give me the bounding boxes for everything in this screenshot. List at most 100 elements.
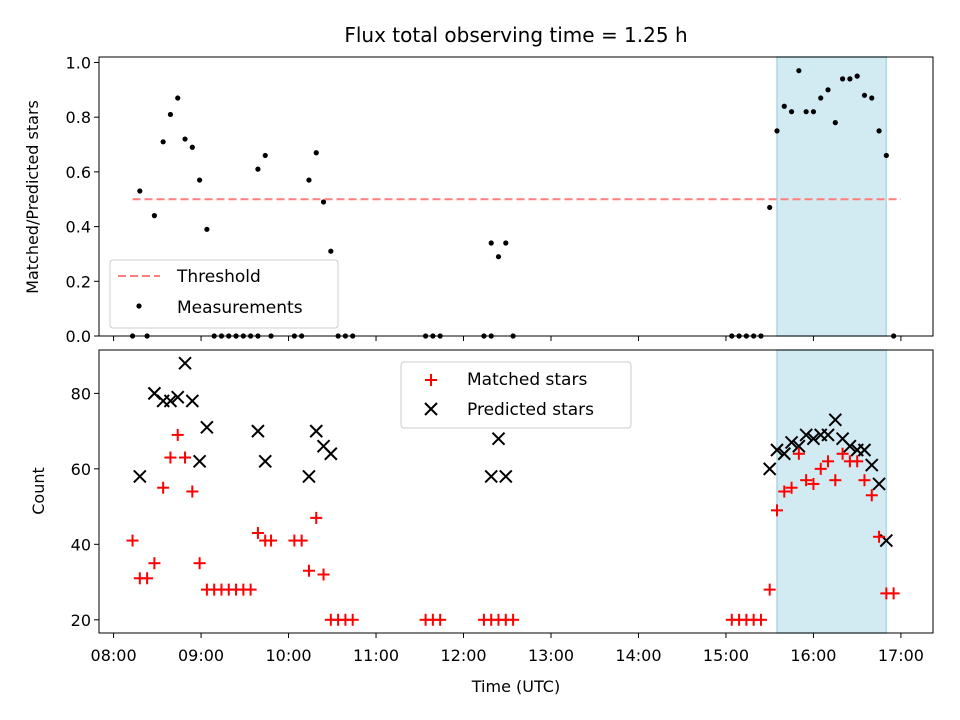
matched-star-point: [295, 534, 308, 547]
top-legend-box: [109, 259, 339, 329]
measurement-point: [151, 213, 158, 219]
measurement-point: [160, 139, 166, 145]
predicted-star-point: [484, 469, 498, 484]
matched-star-point: [251, 527, 264, 540]
measurement-point: [313, 150, 319, 156]
predicted-star-point: [499, 469, 513, 484]
x-axis-label: Time (UTC): [471, 677, 560, 696]
measurement-point: [788, 109, 795, 115]
predicted-legend-swatch: [424, 402, 438, 416]
bottom-y-tick-label: 60: [71, 460, 91, 479]
predicted-star-point: [258, 454, 272, 469]
measurement-point: [876, 128, 882, 134]
predicted-star-point: [784, 435, 799, 450]
measurement-point: [810, 109, 817, 115]
matched-star-point: [785, 481, 798, 494]
measurement-point: [262, 152, 268, 159]
top-y-tick-label: 1.0: [66, 53, 91, 72]
predicted-star-point: [491, 431, 506, 446]
matched-star-point: [193, 557, 206, 570]
predicted-star-point: [792, 439, 806, 453]
top-plot-frame: [98, 56, 934, 337]
predicted-star-point: [309, 424, 323, 438]
matched-star-point: [171, 428, 184, 441]
matched-star-point: [265, 534, 278, 547]
matched-star-point: [186, 485, 199, 498]
matched-star-point: [851, 455, 864, 468]
measurements-legend-swatch: [136, 303, 142, 309]
matched-star-point: [814, 462, 827, 475]
matched-star-point: [822, 455, 835, 468]
predicted-star-point: [251, 424, 265, 438]
bottom-x-tick-label: 14:00: [615, 646, 661, 665]
predicted-star-point: [163, 394, 178, 408]
predicted-star-point: [302, 469, 316, 484]
predicted-star-point: [799, 428, 813, 442]
matched-star-point: [157, 481, 170, 494]
measurement-point: [767, 204, 773, 211]
predicted-star-point: [192, 454, 207, 469]
measurement-point: [488, 240, 494, 246]
measurement-point: [854, 73, 860, 79]
matched-star-point: [141, 572, 154, 585]
matched-star-point: [434, 613, 447, 626]
top-highlight-span: [776, 56, 888, 337]
matched-star-point: [829, 474, 842, 487]
measurement-point: [255, 166, 261, 172]
bottom-x-tick-label: 12:00: [440, 646, 486, 665]
matched-star-point: [763, 583, 776, 596]
measurement-point: [825, 87, 831, 93]
measurement-point: [182, 136, 188, 142]
measurement-point: [861, 92, 868, 98]
bottom-x-tick-label: 11:00: [353, 646, 399, 665]
predicted-star-point: [806, 431, 821, 446]
predicted-star-point: [171, 390, 185, 404]
bottom-plot-frame: [98, 349, 934, 634]
measurement-point: [818, 95, 824, 101]
matched-star-point: [858, 474, 871, 487]
measurement-point: [175, 95, 181, 101]
matched-star-point: [836, 447, 849, 460]
predicted-star-point: [872, 477, 886, 491]
bottom-x-tick-label: 16:00: [790, 646, 836, 665]
bottom-highlight-span: [776, 349, 888, 634]
bottom-y-tick-label: 80: [71, 384, 91, 403]
measurement-point: [189, 144, 195, 150]
matched-star-point: [179, 451, 192, 464]
bottom-x-tick-label: 17:00: [878, 646, 924, 665]
predicted-star-point: [828, 413, 843, 427]
matched-star-point: [754, 613, 767, 626]
predicted-star-point: [762, 462, 777, 476]
bottom-x-tick-label: 15:00: [703, 646, 749, 665]
matched-star-point: [302, 564, 315, 577]
top-y-tick-label: 0.6: [66, 163, 91, 182]
matched-star-point: [507, 613, 520, 626]
measurement-point: [847, 76, 853, 82]
measurement-point: [306, 177, 312, 183]
matched-star-point: [865, 489, 878, 502]
matched-star-point: [778, 485, 791, 498]
measurement-point: [840, 76, 846, 82]
matched-star-point: [164, 451, 177, 464]
measurement-point: [328, 248, 334, 254]
bottom-y-tick-label: 40: [71, 535, 91, 554]
measurement-point: [197, 177, 203, 183]
matched-star-point: [317, 568, 330, 581]
matched-star-point: [887, 587, 900, 600]
matched-star-point: [873, 530, 886, 543]
top-legend: Threshold Measurements: [109, 259, 339, 329]
measurement-point: [774, 128, 780, 134]
measurement-point: [869, 95, 875, 101]
matched-star-point: [244, 583, 257, 596]
matched-star-point: [800, 474, 813, 487]
top-y-tick-label: 0.8: [66, 108, 91, 127]
measurement-point: [803, 109, 809, 115]
bottom-y-tick-label: 20: [71, 611, 91, 630]
predicted-star-point: [185, 394, 200, 408]
measurement-point: [204, 226, 210, 232]
predicted-star-point: [857, 443, 872, 457]
matched-star-point: [346, 613, 359, 626]
bottom-x-tick-label: 10:00: [265, 646, 311, 665]
predicted-star-point: [777, 447, 791, 461]
measurement-point: [495, 254, 502, 260]
